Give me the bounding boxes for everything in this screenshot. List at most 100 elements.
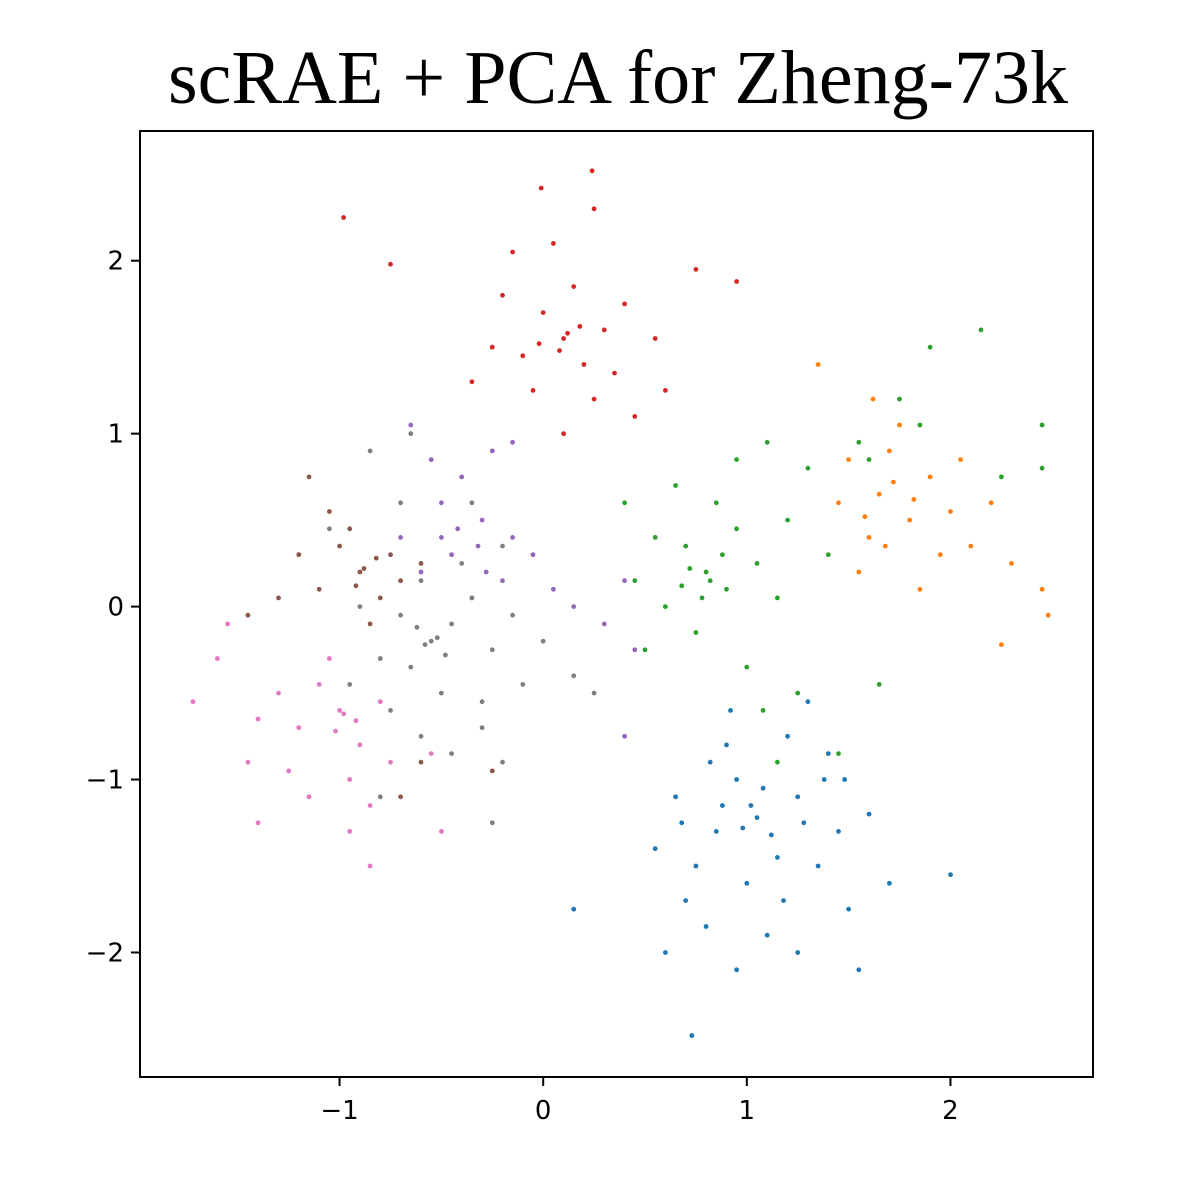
scatter-point	[439, 535, 444, 540]
scatter-point	[948, 872, 953, 878]
scatter-point	[1039, 586, 1045, 592]
scatter-point	[377, 595, 383, 601]
scatter-point	[999, 642, 1004, 647]
scatter-point	[500, 292, 505, 298]
scatter-point	[693, 267, 699, 272]
scatter-point	[707, 759, 713, 765]
scatter-point	[836, 829, 841, 834]
scatter-point	[703, 569, 709, 575]
scatter-point	[968, 543, 974, 549]
scatter-point	[459, 474, 465, 480]
scatter-point	[663, 950, 668, 955]
scatter-point	[866, 811, 872, 817]
scatter-point	[622, 578, 627, 584]
scatter-point	[907, 517, 913, 523]
scatter-point	[225, 621, 231, 627]
scatter-point	[724, 586, 729, 592]
scatter-point	[632, 414, 638, 419]
scatter-point	[734, 777, 739, 782]
scatter-point	[276, 690, 281, 696]
scatter-point	[286, 768, 292, 774]
scatter-point	[353, 718, 359, 724]
scatter-point	[489, 647, 495, 653]
scatter-point	[846, 906, 851, 912]
scatter-point	[245, 612, 251, 618]
scatter-point	[720, 803, 725, 808]
scatter-point	[361, 566, 367, 571]
scatter-point	[866, 457, 872, 462]
x-tick-label: 2	[942, 1096, 959, 1126]
scatter-point	[707, 578, 713, 584]
scatter-point	[999, 474, 1004, 480]
scatter-point	[734, 967, 739, 973]
scatter-point	[713, 500, 719, 506]
scatter-point	[510, 249, 515, 255]
scatter-point	[510, 612, 515, 618]
scatter-point	[652, 336, 658, 341]
scatter-point	[897, 422, 902, 428]
scatter-point	[306, 794, 312, 800]
scatter-point	[469, 595, 475, 601]
scatter-point	[449, 621, 454, 627]
scatter-point	[367, 863, 373, 869]
x-tick-label: 0	[535, 1096, 552, 1126]
scatter-point	[781, 898, 786, 903]
scatter-point	[540, 638, 546, 644]
scatter-point	[557, 348, 562, 353]
scatter-point	[367, 448, 373, 454]
scatter-point	[801, 820, 807, 826]
scatter-point	[699, 595, 705, 601]
scatter-point	[673, 483, 678, 488]
scatter-point	[479, 517, 485, 523]
scatter-point	[439, 690, 444, 696]
scatter-point	[571, 673, 577, 679]
scatter-point	[434, 635, 440, 641]
scatter-point	[632, 647, 638, 653]
scatter-point	[958, 457, 963, 462]
scatter-point	[510, 439, 515, 445]
scatter-point	[418, 759, 424, 765]
scatter-point	[948, 509, 953, 514]
scatter-point	[856, 439, 862, 445]
scatter-point	[846, 457, 851, 462]
scatter-point	[190, 699, 196, 705]
scatter-point	[500, 759, 505, 765]
scatter-point	[601, 621, 607, 627]
scatter-point	[734, 526, 739, 532]
scatter-point	[296, 725, 302, 731]
y-tick-label: 0	[107, 593, 124, 623]
scatter-point	[866, 535, 872, 540]
scatter-point	[795, 950, 801, 955]
scatter-point	[443, 652, 448, 658]
scatter-point	[327, 656, 332, 661]
scatter-point	[713, 829, 719, 834]
scatter-point	[347, 777, 353, 782]
scatter-point	[882, 543, 888, 549]
scatter-point	[337, 543, 342, 549]
scatter-point	[367, 621, 373, 627]
scatter-point	[341, 711, 346, 717]
scatter-point	[734, 457, 739, 462]
scatter-point	[754, 561, 760, 566]
scatter-point	[489, 344, 495, 350]
scatter-point	[571, 284, 577, 289]
scatter-point	[388, 552, 393, 558]
scatter-point	[748, 803, 754, 808]
scatter-point	[663, 604, 668, 609]
scatter-point	[1009, 561, 1014, 566]
scatter-point	[398, 612, 403, 618]
scatter-point	[428, 638, 434, 644]
y-tick-label: 2	[107, 247, 124, 277]
y-tick-label: −1	[86, 766, 124, 796]
scatter-point	[768, 832, 774, 838]
scatter-point	[601, 327, 607, 333]
scatter-point	[347, 682, 353, 687]
scatter-point	[856, 569, 862, 575]
scatter-point	[414, 624, 420, 630]
scatter-point	[815, 362, 821, 367]
scatter-point	[333, 728, 338, 734]
scatter-point	[856, 967, 862, 973]
scatter-point	[591, 206, 597, 212]
scatter-point	[561, 336, 566, 341]
scatter-point	[760, 785, 766, 791]
